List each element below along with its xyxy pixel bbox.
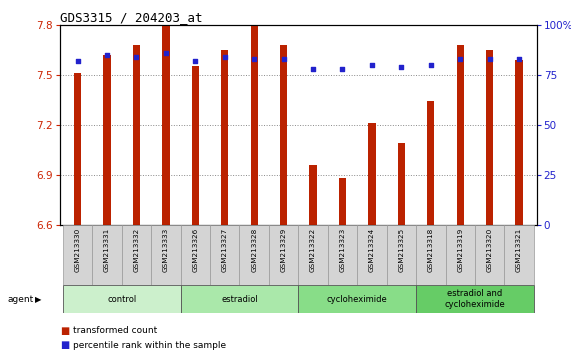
Text: estradiol: estradiol: [221, 295, 258, 304]
Point: [485, 56, 494, 62]
Text: ■: ■: [60, 340, 69, 350]
Point: [426, 62, 435, 68]
Bar: [457, 45, 464, 225]
Bar: [427, 102, 435, 225]
Text: GSM213319: GSM213319: [457, 228, 463, 272]
Bar: [221, 50, 228, 225]
Bar: [192, 67, 199, 225]
Bar: [309, 165, 317, 225]
Point: [308, 66, 317, 72]
Bar: [93, 225, 122, 285]
Text: control: control: [107, 295, 136, 304]
Text: GSM213325: GSM213325: [399, 228, 404, 272]
Point: [191, 58, 200, 64]
Bar: [180, 285, 299, 313]
Bar: [251, 27, 258, 225]
Text: agent: agent: [7, 295, 34, 304]
Bar: [357, 225, 387, 285]
Text: GSM213326: GSM213326: [192, 228, 198, 272]
Text: GSM213320: GSM213320: [486, 228, 493, 272]
Bar: [416, 225, 445, 285]
Bar: [151, 225, 180, 285]
Text: GSM213318: GSM213318: [428, 228, 434, 272]
Bar: [269, 225, 299, 285]
Bar: [516, 60, 523, 225]
Bar: [162, 27, 170, 225]
Bar: [210, 225, 239, 285]
Text: ■: ■: [60, 326, 69, 336]
Point: [73, 58, 82, 64]
Text: GSM213332: GSM213332: [134, 228, 139, 272]
Text: GSM213321: GSM213321: [516, 228, 522, 272]
Point: [514, 56, 524, 62]
Point: [338, 66, 347, 72]
Point: [220, 54, 230, 59]
Text: GSM213322: GSM213322: [310, 228, 316, 272]
Bar: [416, 285, 534, 313]
Bar: [239, 225, 269, 285]
Bar: [122, 225, 151, 285]
Text: GSM213323: GSM213323: [340, 228, 345, 272]
Text: GSM213328: GSM213328: [251, 228, 257, 272]
Bar: [299, 285, 416, 313]
Bar: [397, 143, 405, 225]
Bar: [63, 225, 93, 285]
Text: GSM213329: GSM213329: [280, 228, 287, 272]
Bar: [339, 178, 346, 225]
Point: [162, 50, 171, 56]
Bar: [299, 225, 328, 285]
Bar: [103, 55, 111, 225]
Text: estradiol and
cycloheximide: estradiol and cycloheximide: [445, 290, 505, 309]
Point: [367, 62, 376, 68]
Bar: [475, 225, 504, 285]
Text: ▶: ▶: [35, 295, 41, 304]
Text: GSM213327: GSM213327: [222, 228, 228, 272]
Bar: [133, 45, 140, 225]
Text: percentile rank within the sample: percentile rank within the sample: [73, 341, 226, 350]
Bar: [180, 225, 210, 285]
Text: cycloheximide: cycloheximide: [327, 295, 388, 304]
Bar: [74, 73, 81, 225]
Text: GSM213330: GSM213330: [75, 228, 81, 272]
Text: GSM213331: GSM213331: [104, 228, 110, 272]
Point: [279, 56, 288, 62]
Bar: [445, 225, 475, 285]
Point: [456, 56, 465, 62]
Point: [102, 52, 111, 58]
Bar: [280, 45, 287, 225]
Point: [250, 56, 259, 62]
Bar: [63, 285, 180, 313]
Text: GSM213324: GSM213324: [369, 228, 375, 272]
Text: GSM213333: GSM213333: [163, 228, 169, 272]
Text: GDS3315 / 204203_at: GDS3315 / 204203_at: [60, 11, 203, 24]
Bar: [328, 225, 357, 285]
Point: [132, 54, 141, 59]
Bar: [368, 123, 376, 225]
Point: [397, 64, 406, 70]
Bar: [486, 50, 493, 225]
Bar: [504, 225, 534, 285]
Bar: [387, 225, 416, 285]
Text: transformed count: transformed count: [73, 326, 157, 336]
